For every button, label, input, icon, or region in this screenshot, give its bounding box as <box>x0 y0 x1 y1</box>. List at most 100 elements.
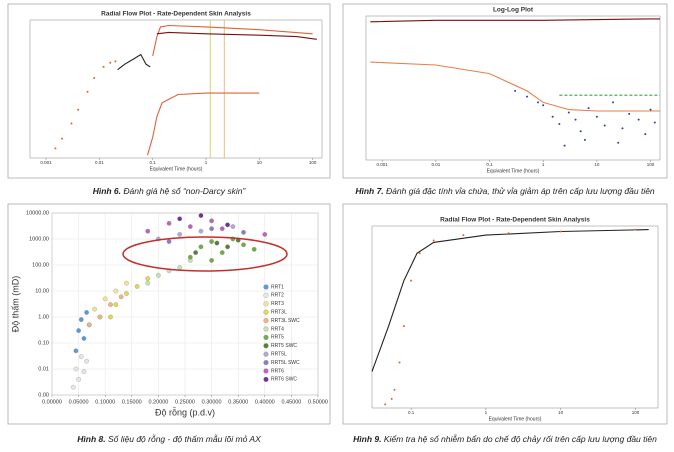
data-point <box>637 118 640 121</box>
data-point <box>73 348 79 354</box>
legend-swatch <box>263 368 269 374</box>
y-tick-label: 10.00 <box>35 288 49 294</box>
data-point <box>61 137 64 140</box>
x-tick-label: 0.20000 <box>148 399 168 405</box>
y-tick-label: 0.10 <box>38 340 49 346</box>
caption-text: Đánh giá hệ số “non-Darcy skin” <box>123 186 246 196</box>
y-axis-label: Độ thấm (mD) <box>10 276 20 333</box>
series-line <box>152 24 313 57</box>
data-point <box>187 224 193 229</box>
legend-label: RRT6 SWC <box>271 377 297 383</box>
data-point <box>526 95 529 98</box>
data-point <box>418 252 421 255</box>
data-point <box>198 228 204 234</box>
data-point <box>559 230 562 233</box>
data-point <box>108 314 113 320</box>
caption-text: Kiểm tra hệ số nhiễm bẩn do chế độ chảy … <box>384 434 657 444</box>
data-point <box>113 288 119 294</box>
x-tick-label: 0.10000 <box>95 399 115 405</box>
x-tick-label: 0.001 <box>377 162 389 167</box>
x-tick-label: 0.00000 <box>42 399 62 405</box>
x-tick-label: 0.1 <box>150 160 157 165</box>
data-point <box>86 90 89 93</box>
data-point <box>542 104 545 107</box>
x-tick-label: 0.50000 <box>308 399 328 405</box>
caption-text: Đánh giá đặc tính vỉa chứa, thử vỉa giảm… <box>386 186 655 196</box>
series-line <box>371 229 649 372</box>
data-point <box>86 322 92 328</box>
data-point <box>644 133 647 136</box>
legend-swatch <box>263 301 269 307</box>
data-point <box>225 244 230 250</box>
x-tick-label: 10 <box>257 160 263 165</box>
data-point <box>558 123 561 125</box>
x-tick-label: 10 <box>594 162 600 167</box>
data-point <box>398 361 401 364</box>
data-point <box>92 306 97 312</box>
caption: Hình 9. Kiểm tra hệ số nhiễm bẩn do chế … <box>353 434 657 444</box>
data-point <box>574 118 577 121</box>
x-tick-label: 0.45000 <box>281 399 301 405</box>
x-tick-label: 0.35000 <box>228 399 248 405</box>
data-point <box>113 302 119 307</box>
y-tick-label: 0.00 <box>38 392 49 398</box>
data-point <box>587 107 590 110</box>
x-axis-label: Equivalent Time (hours) <box>150 166 203 172</box>
data-point <box>507 232 510 235</box>
data-point <box>612 101 615 104</box>
figure-label: Hình 6. <box>93 186 121 196</box>
x-tick-label: 0.40000 <box>255 399 275 405</box>
data-point <box>70 384 76 390</box>
data-point <box>390 397 393 400</box>
data-point <box>262 232 268 237</box>
data-point <box>198 244 204 250</box>
x-tick-label: 100 <box>309 160 317 165</box>
figure-label: Hình 8. <box>77 434 105 444</box>
x-tick-label: 0.01 <box>431 162 440 167</box>
data-point <box>193 250 198 255</box>
legend-swatch <box>263 343 269 349</box>
y-tick-label: 10000.00 <box>26 210 49 216</box>
data-point <box>145 228 151 234</box>
data-point <box>84 358 89 364</box>
data-point <box>73 366 79 372</box>
plot-area <box>371 225 659 409</box>
y-tick-label: 0.01 <box>38 366 49 372</box>
legend-swatch <box>263 351 269 357</box>
data-point <box>108 302 113 307</box>
series-line <box>370 61 660 112</box>
x-tick-label: 0.001 <box>40 160 52 165</box>
x-tick-label: 1 <box>205 160 208 165</box>
data-point <box>251 246 257 252</box>
x-tick-label: 0.01 <box>95 160 104 165</box>
legend-label: RRT3L SWC <box>271 318 300 324</box>
x-tick-label: 100 <box>632 410 640 415</box>
x-tick-label: 100 <box>647 162 655 167</box>
data-point <box>410 279 413 282</box>
data-point <box>156 272 161 278</box>
legend-label: RRT4 <box>271 326 284 332</box>
legend-swatch <box>263 318 269 324</box>
x-axis-label: Độ rỗng (p.d.v) <box>155 407 215 417</box>
x-tick-label: 0.25000 <box>175 399 195 405</box>
data-point <box>177 232 183 237</box>
data-point <box>595 115 598 118</box>
legend-swatch <box>263 284 269 290</box>
caption-text: Số liệu độ rỗng - độ thấm mẫu lõi mỏ AX <box>108 434 261 444</box>
x-tick-label: 0.30000 <box>202 399 222 405</box>
data-point <box>76 328 81 333</box>
caption: Hình 6. Đánh giá hệ số “non-Darcy skin” <box>93 186 247 196</box>
data-point <box>230 224 236 229</box>
chart-title: Log-Log Plot <box>493 7 534 14</box>
data-point <box>634 228 637 231</box>
data-point <box>134 284 140 289</box>
data-point <box>384 403 387 406</box>
series-line <box>117 53 151 71</box>
data-point <box>209 226 214 232</box>
legend-label: RRT6 <box>271 368 284 374</box>
highlight-ellipse <box>122 236 288 272</box>
legend-swatch <box>263 309 269 315</box>
x-axis-label: Equivalent Time (hours) <box>489 416 542 422</box>
x-tick-label: 1 <box>485 410 488 415</box>
